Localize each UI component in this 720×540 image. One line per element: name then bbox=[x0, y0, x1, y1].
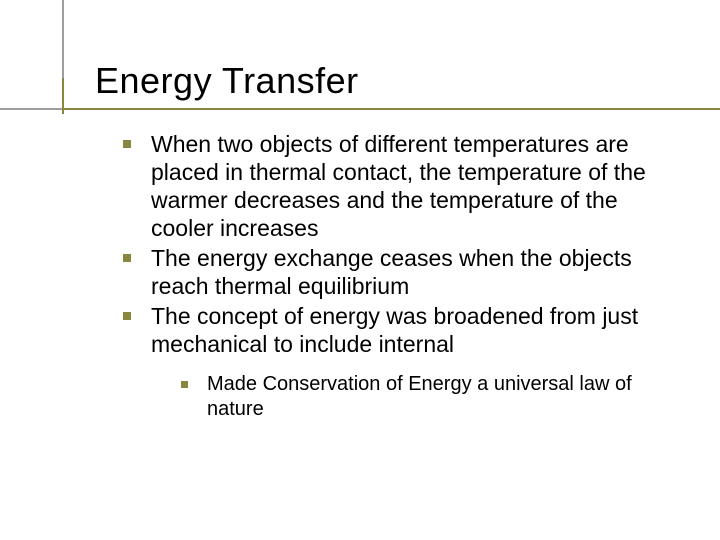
bullet-item: When two objects of different temperatur… bbox=[123, 130, 680, 242]
sub-bullet-item: Made Conservation of Energy a universal … bbox=[181, 372, 680, 421]
slide-title: Energy Transfer bbox=[95, 60, 680, 102]
title-underline bbox=[0, 108, 720, 110]
slide: Energy Transfer When two objects of diff… bbox=[0, 0, 720, 540]
bullet-list: When two objects of different temperatur… bbox=[123, 130, 680, 421]
sub-bullet-list: Made Conservation of Energy a universal … bbox=[151, 372, 680, 421]
vertical-rule-grey bbox=[62, 0, 64, 78]
bullet-item: The energy exchange ceases when the obje… bbox=[123, 244, 680, 300]
bullet-text: The concept of energy was broadened from… bbox=[151, 303, 638, 357]
content-area: When two objects of different temperatur… bbox=[95, 130, 680, 421]
bullet-item: The concept of energy was broadened from… bbox=[123, 302, 680, 421]
underline-olive-segment bbox=[62, 108, 720, 110]
title-block: Energy Transfer bbox=[95, 60, 680, 102]
underline-grey-segment bbox=[0, 108, 62, 110]
